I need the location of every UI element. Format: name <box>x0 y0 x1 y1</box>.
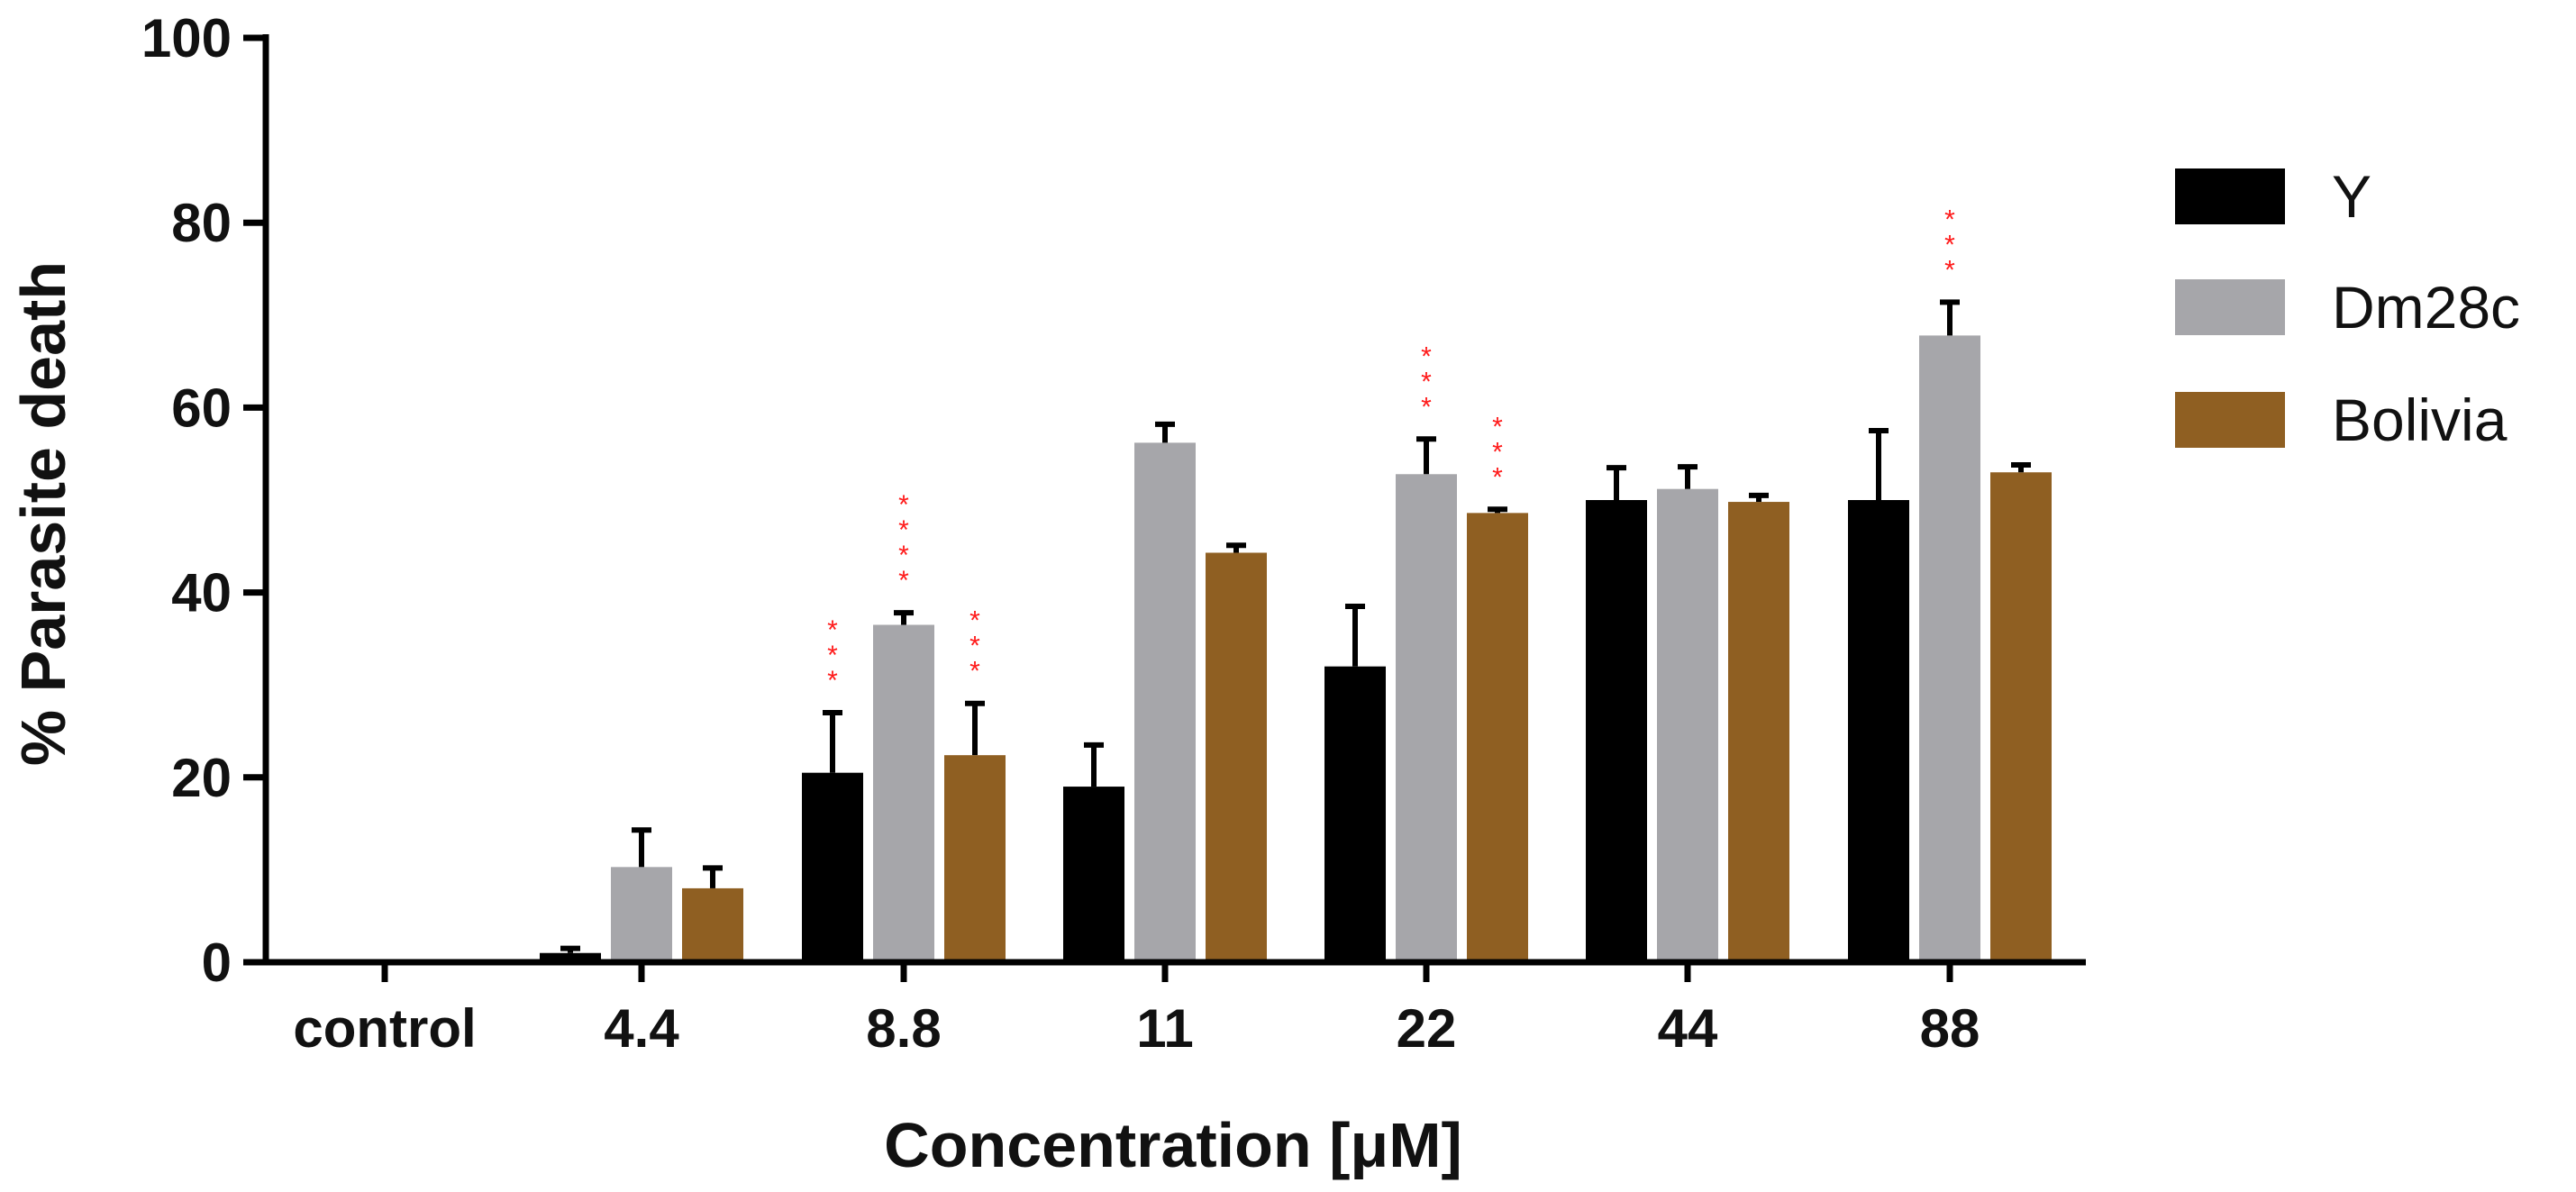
y-tick-label: 80 <box>171 193 232 253</box>
y-tick-label: 0 <box>202 933 232 993</box>
significance-star: * <box>827 666 838 696</box>
x-tick-label: 11 <box>1136 998 1193 1059</box>
error-bars-layer <box>560 299 2031 953</box>
bar-bolivia-88 <box>1990 472 2052 962</box>
significance-star: * <box>898 490 909 520</box>
x-tick-label: 4.4 <box>604 998 679 1059</box>
legend-label-bolivia: Bolivia <box>2332 387 2508 453</box>
axes-layer: 0 20 40 60 80 100 control 4.4 8.8 11 22 44 88 <box>141 8 2086 1059</box>
significance-star: * <box>1944 255 1955 285</box>
significance-star: * <box>1492 437 1503 467</box>
x-tick-label: control <box>293 998 476 1059</box>
significance-star: * <box>1492 462 1503 492</box>
bar-y-88 <box>1848 500 1909 962</box>
bar-y-8.8 <box>802 772 863 962</box>
bar-y-22 <box>1324 666 1386 962</box>
bar-dm28c-88 <box>1919 335 1980 962</box>
significance-star: * <box>969 632 980 661</box>
bars-layer <box>540 335 2052 962</box>
significance-layer: ******************* <box>827 205 1955 696</box>
legend-swatch-dm28c <box>2175 279 2285 335</box>
significance-star: * <box>1492 412 1503 441</box>
y-tick-label: 100 <box>141 8 232 68</box>
bar-y-4.4 <box>540 952 601 962</box>
y-tick-label: 40 <box>171 563 232 623</box>
y-tick-label: 60 <box>171 378 232 438</box>
bar-bolivia-4.4 <box>682 887 743 962</box>
significance-star: * <box>969 606 980 636</box>
legend-swatch-y <box>2175 168 2285 224</box>
bar-dm28c-11 <box>1134 442 1196 962</box>
x-tick-label: 8.8 <box>866 998 941 1059</box>
y-tick-label: 20 <box>171 748 232 808</box>
bar-dm28c-22 <box>1396 474 1457 962</box>
x-tick-label: 22 <box>1397 998 1457 1059</box>
significance-star: * <box>827 615 838 645</box>
significance-star: * <box>898 515 909 545</box>
significance-star: * <box>1421 341 1432 371</box>
bar-bolivia-11 <box>1206 552 1267 962</box>
x-tick-label: 44 <box>1658 998 1718 1059</box>
significance-star: * <box>898 566 909 596</box>
bar-bolivia-8.8 <box>944 755 1006 962</box>
significance-star: * <box>1421 392 1432 422</box>
significance-star: * <box>1421 367 1432 396</box>
y-axis-title: % Parasite death <box>8 261 78 766</box>
legend-label-y: Y <box>2332 163 2371 230</box>
significance-star: * <box>1944 230 1955 259</box>
x-axis-title: Concentration [μM] <box>884 1110 1462 1180</box>
legend: Y Dm28c Bolivia <box>2175 163 2520 453</box>
legend-label-dm28c: Dm28c <box>2332 274 2520 341</box>
significance-star: * <box>1944 205 1955 234</box>
bar-dm28c-8.8 <box>873 624 934 962</box>
legend-swatch-bolivia <box>2175 392 2285 448</box>
bar-bolivia-44 <box>1728 502 1789 962</box>
bar-y-11 <box>1063 787 1124 962</box>
bar-dm28c-4.4 <box>611 867 672 962</box>
significance-star: * <box>827 641 838 670</box>
x-tick-label: 88 <box>1920 998 1980 1059</box>
bar-y-44 <box>1586 500 1647 962</box>
bar-bolivia-22 <box>1467 513 1528 962</box>
bar-dm28c-44 <box>1657 488 1718 962</box>
significance-star: * <box>969 657 980 687</box>
significance-star: * <box>898 541 909 570</box>
